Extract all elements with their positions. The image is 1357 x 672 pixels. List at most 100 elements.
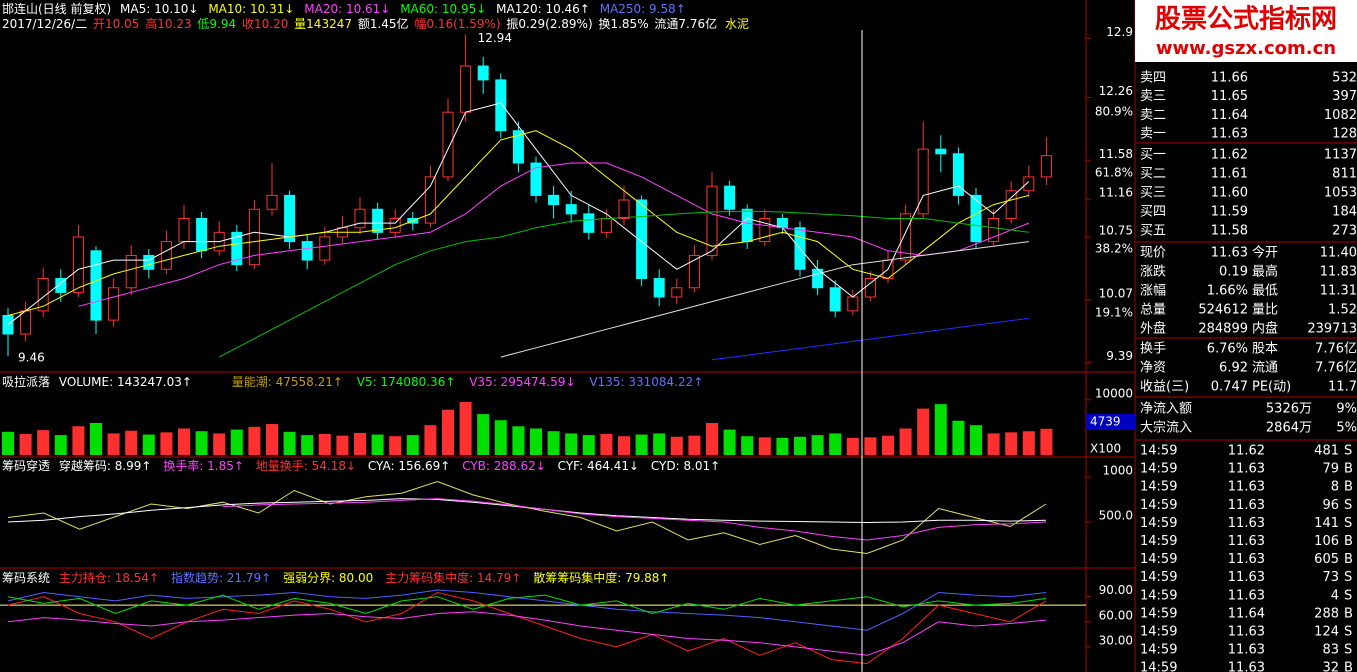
- book-volume: 1137: [1324, 148, 1357, 163]
- volume-bar: [899, 428, 912, 455]
- trade-side: B: [1344, 480, 1353, 495]
- candle-body: [600, 217, 612, 233]
- book-label: 买四: [1140, 205, 1166, 220]
- volume-bar: [1040, 428, 1053, 455]
- ma-legend: MA20: 10.61↓: [304, 2, 390, 16]
- quote-item: 高10.23: [145, 16, 191, 31]
- stat-value: 11.40: [1320, 246, 1357, 261]
- logo-name: 股票公式指标网: [1155, 5, 1337, 35]
- y-tick-label: 10.75: [1099, 223, 1133, 237]
- volume-bar: [794, 436, 806, 455]
- trade-volume: 124: [1314, 625, 1339, 640]
- candle-body: [917, 148, 929, 215]
- volume-bar: [882, 435, 894, 455]
- candle-body: [55, 278, 67, 293]
- candle-body: [108, 287, 120, 321]
- trade-volume: 141: [1314, 516, 1339, 531]
- volume-bar: [107, 433, 120, 455]
- volume-bar: [829, 433, 842, 455]
- indicator-line: [7, 594, 1047, 615]
- volume-bar: [547, 431, 560, 455]
- volume-bar: [1005, 432, 1018, 455]
- indicator-line: [7, 611, 1047, 656]
- trade-volume: 605: [1314, 552, 1339, 567]
- candle-body: [829, 287, 841, 312]
- candle-body: [548, 194, 560, 206]
- volume-bar: [970, 425, 982, 455]
- candle-body: [248, 208, 260, 266]
- indicator-value: 强弱分界: 80.00: [283, 571, 373, 585]
- indicator-value: V135: 331084.22↑: [589, 375, 703, 389]
- trade-side: B: [1344, 462, 1353, 477]
- logo-box: [1135, 0, 1357, 62]
- trade-side: S: [1344, 516, 1352, 531]
- stat-label: 现价: [1140, 246, 1166, 261]
- candle-body: [2, 314, 14, 335]
- volume-bar: [917, 408, 930, 455]
- stat-value: 11.63: [1211, 246, 1248, 261]
- trade-price: 11.63: [1228, 480, 1265, 495]
- volume-bar: [706, 422, 718, 455]
- fib-label: 61.8%: [1095, 166, 1133, 180]
- quote-item: 水泥: [725, 17, 749, 31]
- book-label: 买一: [1140, 148, 1166, 163]
- candle-body: [1040, 155, 1052, 178]
- book-price: 11.59: [1211, 205, 1248, 220]
- stat-value: 0.747: [1211, 380, 1248, 395]
- y-tick-label: 11.58: [1099, 147, 1133, 161]
- stat-label: 收益(三): [1140, 380, 1189, 395]
- trade-price: 11.63: [1228, 462, 1265, 477]
- y-tick-label: 9.39: [1106, 349, 1133, 363]
- indicator-value: CYF: 464.41↓: [558, 459, 639, 473]
- volume-bar: [389, 436, 402, 455]
- book-price: 11.62: [1211, 148, 1248, 163]
- volume-bar: [653, 433, 666, 455]
- trade-volume: 8: [1331, 480, 1339, 495]
- volume-bar: [758, 437, 771, 455]
- indicator-value: 穿越筹码: 8.99↑: [59, 458, 152, 473]
- stat-label: 量比: [1252, 303, 1278, 318]
- quote-item: 低9.94: [197, 17, 236, 31]
- y-tick-label: 90.00: [1099, 583, 1133, 597]
- trade-price: 11.63: [1228, 588, 1265, 603]
- volume-bar: [266, 424, 278, 455]
- stat-label: 净资: [1140, 361, 1166, 376]
- indicator-line: [7, 589, 1047, 631]
- trade-price: 11.63: [1228, 625, 1265, 640]
- trade-price: 11.63: [1228, 661, 1265, 672]
- indicator-line: [7, 102, 1030, 326]
- stat-label: 换手: [1140, 342, 1166, 357]
- y-tick-label: 10000: [1095, 386, 1133, 400]
- trade-volume: 288: [1314, 606, 1339, 621]
- indicator-name: 筹码穿透: [2, 458, 50, 473]
- candle-body: [900, 213, 912, 261]
- candle-body: [37, 278, 49, 312]
- candle-body: [20, 310, 32, 335]
- candle-body: [618, 199, 630, 219]
- stat-value: 11.83: [1320, 265, 1357, 280]
- quote-item: 开10.05: [93, 17, 139, 31]
- flow-pct: 5%: [1336, 421, 1357, 436]
- stat-value: 6.76%: [1207, 342, 1248, 357]
- volume-bar: [19, 434, 32, 455]
- quote-header: 2017/12/26/二 开10.05 高10.23 低9.94 收10.20 …: [2, 16, 749, 31]
- book-price: 11.60: [1211, 186, 1248, 201]
- volume-bar: [442, 409, 454, 455]
- candle-body: [583, 213, 595, 233]
- book-price: 11.65: [1211, 89, 1248, 104]
- volume-bar: [283, 431, 296, 455]
- candle-body: [988, 217, 1000, 243]
- volume-bar: [811, 435, 824, 455]
- trade-volume: 32: [1322, 661, 1339, 672]
- book-volume: 532: [1332, 71, 1357, 86]
- volume-bar: [670, 436, 683, 455]
- indicator-value: 主力筹码集中度: 14.79↑: [385, 570, 521, 585]
- trade-side: S: [1344, 444, 1352, 459]
- trade-price: 11.63: [1228, 498, 1265, 513]
- cursor-value: 4739: [1090, 415, 1121, 429]
- book-label: 卖一: [1140, 127, 1166, 142]
- candle-body: [706, 185, 718, 256]
- y-tick-label: 1000: [1102, 464, 1133, 478]
